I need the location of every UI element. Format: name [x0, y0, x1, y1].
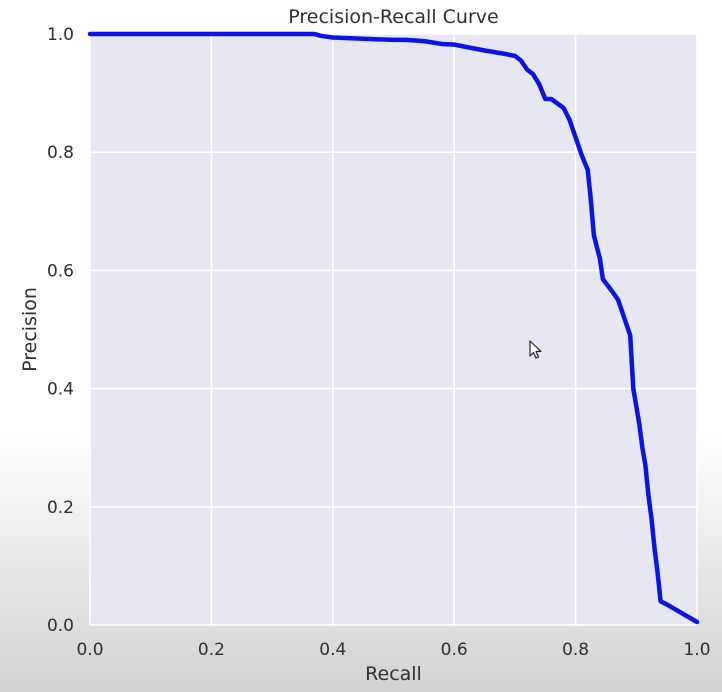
x-tick-label: 0.0 — [76, 640, 103, 660]
x-tick-label: 0.4 — [319, 640, 346, 660]
curve-layer — [87, 31, 700, 625]
x-tick-label: 0.8 — [562, 640, 589, 660]
y-tick-label: 0.2 — [47, 498, 74, 518]
y-axis-label: Precision — [19, 287, 41, 372]
x-axis-label: Recall — [365, 663, 422, 685]
x-tick-label: 0.6 — [441, 640, 468, 660]
plot-area — [90, 34, 697, 625]
tick-labels: 0.0 0.2 0.4 0.6 0.8 1.0 0.0 0.2 0.4 0.6 0.8 1.0 — [47, 25, 711, 660]
y-tick-label: 0.0 — [47, 616, 74, 636]
pr-curve-line — [87, 31, 700, 625]
x-tick-label: 1.0 — [683, 640, 710, 660]
y-tick-label: 1.0 — [47, 25, 74, 45]
mouse-cursor-icon — [529, 340, 542, 359]
y-tick-label: 0.8 — [47, 143, 74, 163]
y-tick-label: 0.4 — [47, 380, 74, 400]
chart-title: Precision-Recall Curve — [288, 6, 498, 28]
y-tick-label: 0.6 — [47, 261, 74, 281]
x-tick-label: 0.2 — [198, 640, 225, 660]
